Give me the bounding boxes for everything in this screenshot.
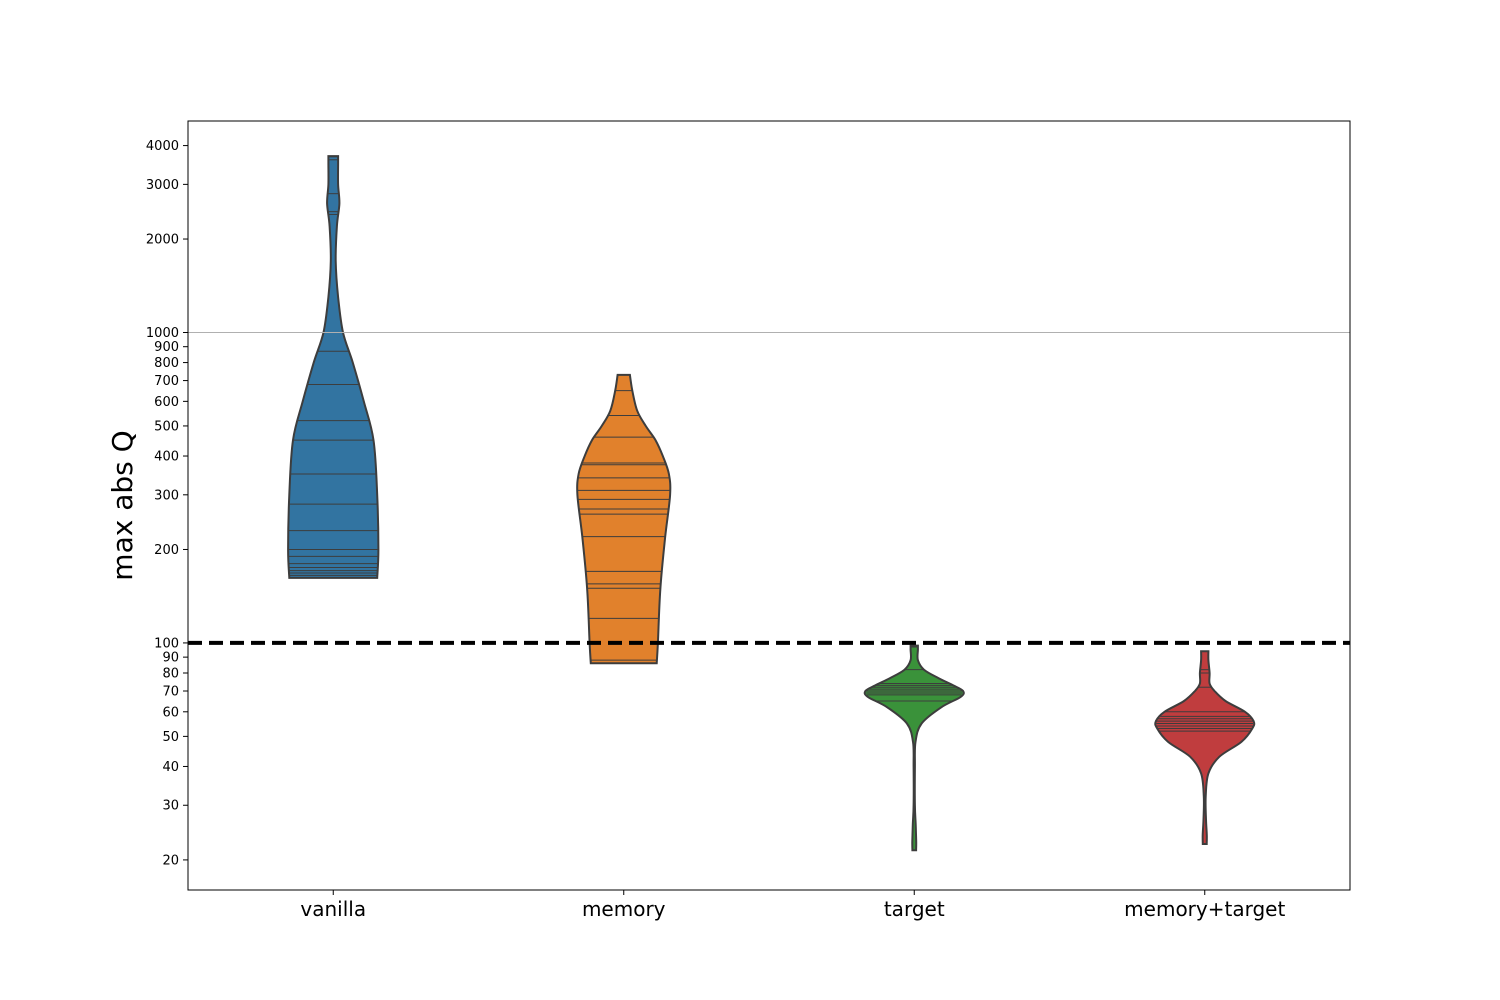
y-tick-label: 100 [154, 636, 179, 651]
x-axis: vanilla memory target memory+target [300, 890, 1285, 921]
y-tick-label: 400 [154, 450, 179, 465]
violin-vanilla [287, 155, 380, 579]
y-tick-label: 40 [162, 760, 179, 775]
violin-memory [576, 373, 672, 665]
y-tick-label: 20 [162, 853, 179, 868]
y-tick-label: 80 [162, 667, 179, 682]
violin-memory+target [1154, 650, 1256, 845]
x-tick-label: vanilla [300, 897, 366, 921]
x-tick-label: target [884, 897, 945, 921]
y-tick-label: 90 [162, 651, 179, 666]
violin-body [863, 644, 965, 852]
violins-layer [287, 155, 1256, 852]
y-tick-label: 4000 [146, 139, 179, 154]
y-tick-label: 1000 [146, 326, 179, 341]
y-tick-label: 300 [154, 488, 179, 503]
x-tick-label: memory+target [1124, 897, 1285, 921]
violin-target [863, 644, 965, 852]
y-tick-label: 200 [154, 543, 179, 558]
y-tick-label: 500 [154, 419, 179, 434]
y-tick-label: 2000 [146, 233, 179, 248]
violin-body [287, 155, 380, 579]
plot-frame [187, 120, 1351, 891]
y-tick-label: 60 [162, 705, 179, 720]
y-tick-label: 700 [154, 374, 179, 389]
y-tick-label: 70 [162, 685, 179, 700]
y-tick-label: 50 [162, 730, 179, 745]
x-tick-label: memory [582, 897, 666, 921]
y-tick-label: 600 [154, 395, 179, 410]
y-tick-label: 900 [154, 340, 179, 355]
y-tick-label: 30 [162, 799, 179, 814]
violin-body [576, 373, 672, 665]
y-tick-label: 800 [154, 356, 179, 371]
violin-body [1154, 650, 1256, 845]
y-axis-label: max abs Q [106, 430, 139, 580]
y-tick-label: 3000 [146, 178, 179, 193]
